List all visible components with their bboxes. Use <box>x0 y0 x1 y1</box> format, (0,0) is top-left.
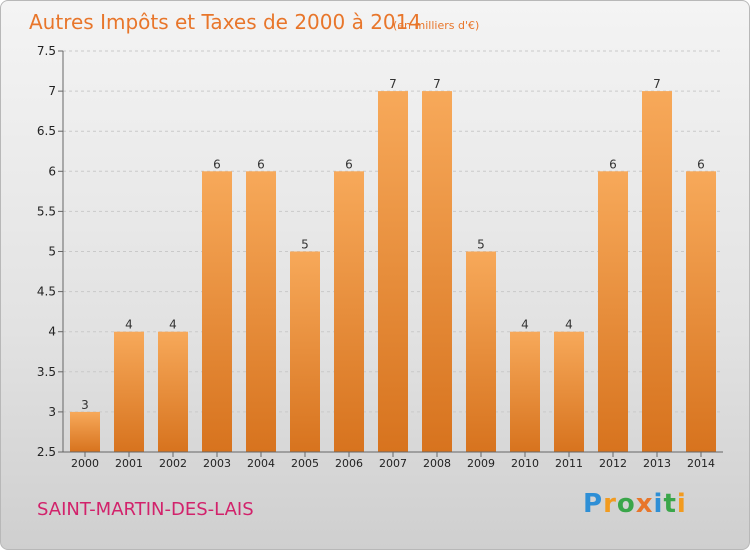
x-tick-label: 2007 <box>379 457 407 470</box>
x-tick-label: 2013 <box>643 457 671 470</box>
bar-value-label: 6 <box>257 157 265 171</box>
bar-2003 <box>202 171 232 453</box>
logo-letter: r <box>603 489 617 519</box>
bar-value-label: 4 <box>521 318 529 332</box>
x-tick-label: 2010 <box>511 457 539 470</box>
x-tick-label: 2001 <box>115 457 143 470</box>
bar-value-label: 6 <box>345 157 353 171</box>
y-tick-label: 6.5 <box>37 124 56 138</box>
x-tick-label: 2002 <box>159 457 187 470</box>
bar-2002 <box>158 331 188 452</box>
bar-value-label: 7 <box>653 77 661 91</box>
bar-2005 <box>290 251 320 452</box>
bar-value-label: 4 <box>565 318 573 332</box>
x-tick-label: 2004 <box>247 457 275 470</box>
x-tick-label: 2011 <box>555 457 583 470</box>
bar-2011 <box>554 331 584 452</box>
x-tick-label: 2008 <box>423 457 451 470</box>
unit-note: (en milliers d'€) <box>393 19 479 32</box>
bar-value-label: 5 <box>301 238 309 252</box>
x-tick-label: 2005 <box>291 457 319 470</box>
logo-letter: i <box>653 489 664 519</box>
bar-2006 <box>334 171 364 453</box>
y-tick-label: 7.5 <box>37 44 56 58</box>
bars <box>70 91 716 453</box>
bar-value-label: 7 <box>433 77 441 91</box>
bar-2013 <box>642 91 672 452</box>
bar-2009 <box>466 251 496 452</box>
commune-name: SAINT-MARTIN-DES-LAIS <box>37 499 254 520</box>
bar-2012 <box>598 171 628 453</box>
y-tick-label: 2.5 <box>37 445 56 459</box>
bar-value-label: 6 <box>609 157 617 171</box>
bar-value-label: 3 <box>81 398 89 412</box>
bar-2008 <box>422 91 452 452</box>
logo-letter: t <box>663 489 677 519</box>
bar-value-label: 4 <box>125 318 133 332</box>
chart-title: Autres Impôts et Taxes de 2000 à 2014 <box>29 10 421 34</box>
bar-value-label: 6 <box>697 157 705 171</box>
x-tick-label: 2009 <box>467 457 495 470</box>
y-tick-label: 3.5 <box>37 365 56 379</box>
x-tick-label: 2003 <box>203 457 231 470</box>
x-tick-label: 2006 <box>335 457 363 470</box>
bar-value-label: 5 <box>477 238 485 252</box>
bar-2001 <box>114 331 144 452</box>
bar-value-label: 6 <box>213 157 221 171</box>
logo-letter: i <box>676 489 687 519</box>
logo-letter: x <box>635 489 654 519</box>
bar-2014 <box>686 171 716 453</box>
x-tick-label: 2014 <box>687 457 715 470</box>
x-axis-ticks: 2000 2001 2002 2003 2004 2005 2006 2007 2008 2009… <box>71 452 715 470</box>
y-axis-ticks: 2.5 3 3.5 4 4.5 5 5.5 6 6.5 7 7.5 <box>37 44 63 459</box>
bar-labels: 3 4 4 6 6 5 6 7 7 5 4 4 6 7 6 <box>81 77 705 412</box>
logo-letter: P <box>583 489 604 519</box>
y-tick-label: 5.5 <box>37 204 56 218</box>
logo-letter: o <box>616 489 636 519</box>
y-tick-label: 7 <box>48 84 56 98</box>
y-tick-label: 5 <box>48 245 56 259</box>
x-tick-label: 2012 <box>599 457 627 470</box>
bar-value-label: 4 <box>169 318 177 332</box>
x-tick-label: 2000 <box>71 457 99 470</box>
bar-value-label: 7 <box>389 77 397 91</box>
bar-2000 <box>70 411 100 452</box>
bar-2004 <box>246 171 276 453</box>
y-tick-label: 4 <box>48 325 56 339</box>
y-tick-label: 3 <box>48 405 56 419</box>
bar-2007 <box>378 91 408 452</box>
proxiti-logo: Proxiti <box>583 489 687 519</box>
y-tick-label: 4.5 <box>37 285 56 299</box>
bar-2010 <box>510 331 540 452</box>
y-tick-label: 6 <box>48 164 56 178</box>
